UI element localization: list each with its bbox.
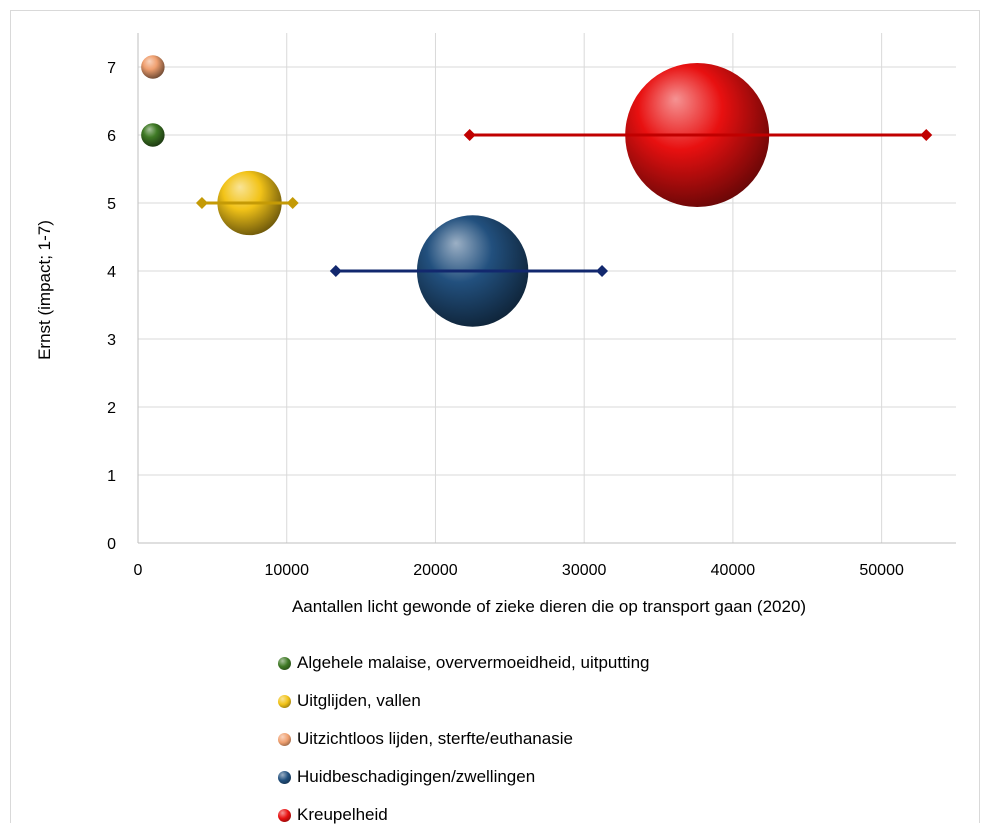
legend-swatch — [278, 732, 291, 746]
legend-label: Uitglijden, vallen — [297, 691, 421, 710]
y-tick-label: 1 — [107, 468, 116, 485]
legend-label: Huidbeschadigingen/zwellingen — [297, 767, 536, 786]
legend-label: Kreupelheid — [297, 805, 388, 824]
range-end-marker — [195, 197, 208, 209]
bubbles — [141, 55, 933, 327]
bubble-point — [141, 123, 165, 147]
range-end-marker — [920, 129, 933, 141]
axes: 0 1 2 3 4 5 6 7 0 10000 20000 30000 40000 50000 — [107, 33, 956, 579]
x-tick-label: 20000 — [413, 562, 458, 579]
chart-frame — [10, 10, 980, 823]
legend-swatch — [278, 808, 291, 822]
legend-item: Uitglijden, vallen — [278, 682, 798, 720]
legend-item: Uitzichtloos lijden, sterfte/euthanasie — [278, 720, 798, 758]
legend-item: Kreupelheid — [278, 796, 798, 834]
y-tick-label: 2 — [107, 400, 116, 417]
legend-label: Algehele malaise, oververmoeidheid, uitp… — [297, 653, 650, 672]
legend-swatch — [278, 694, 291, 708]
range-end-marker — [596, 265, 609, 277]
y-tick-label: 7 — [107, 60, 116, 77]
legend-label: Uitzichtloos lijden, sterfte/euthanasie — [297, 729, 573, 748]
y-tick-label: 3 — [107, 332, 116, 349]
range-end-marker — [286, 197, 299, 209]
range-end-marker — [329, 265, 342, 277]
y-tick-label: 5 — [107, 196, 116, 213]
legend-swatch — [278, 770, 291, 784]
x-tick-label: 30000 — [562, 562, 607, 579]
legend-item: Algehele malaise, oververmoeidheid, uitp… — [278, 644, 798, 682]
gridlines — [138, 33, 956, 543]
legend-swatch — [278, 656, 291, 670]
x-tick-label: 10000 — [264, 562, 309, 579]
bubble-point — [141, 55, 165, 79]
x-tick-label: 50000 — [859, 562, 904, 579]
range-end-marker — [463, 129, 476, 141]
y-tick-label: 4 — [107, 264, 116, 281]
y-tick-label: 6 — [107, 128, 116, 145]
x-tick-label: 40000 — [711, 562, 756, 579]
x-axis-title: Aantallen licht gewonde of zieke dieren … — [292, 597, 806, 616]
x-tick-label: 0 — [134, 562, 143, 579]
y-tick-label: 0 — [107, 536, 116, 553]
legend-item: Huidbeschadigingen/zwellingen — [278, 758, 798, 796]
y-axis-title: Ernst (impact; 1-7) — [35, 220, 54, 360]
legend: Algehele malaise, oververmoeidheid, uitp… — [278, 644, 798, 834]
